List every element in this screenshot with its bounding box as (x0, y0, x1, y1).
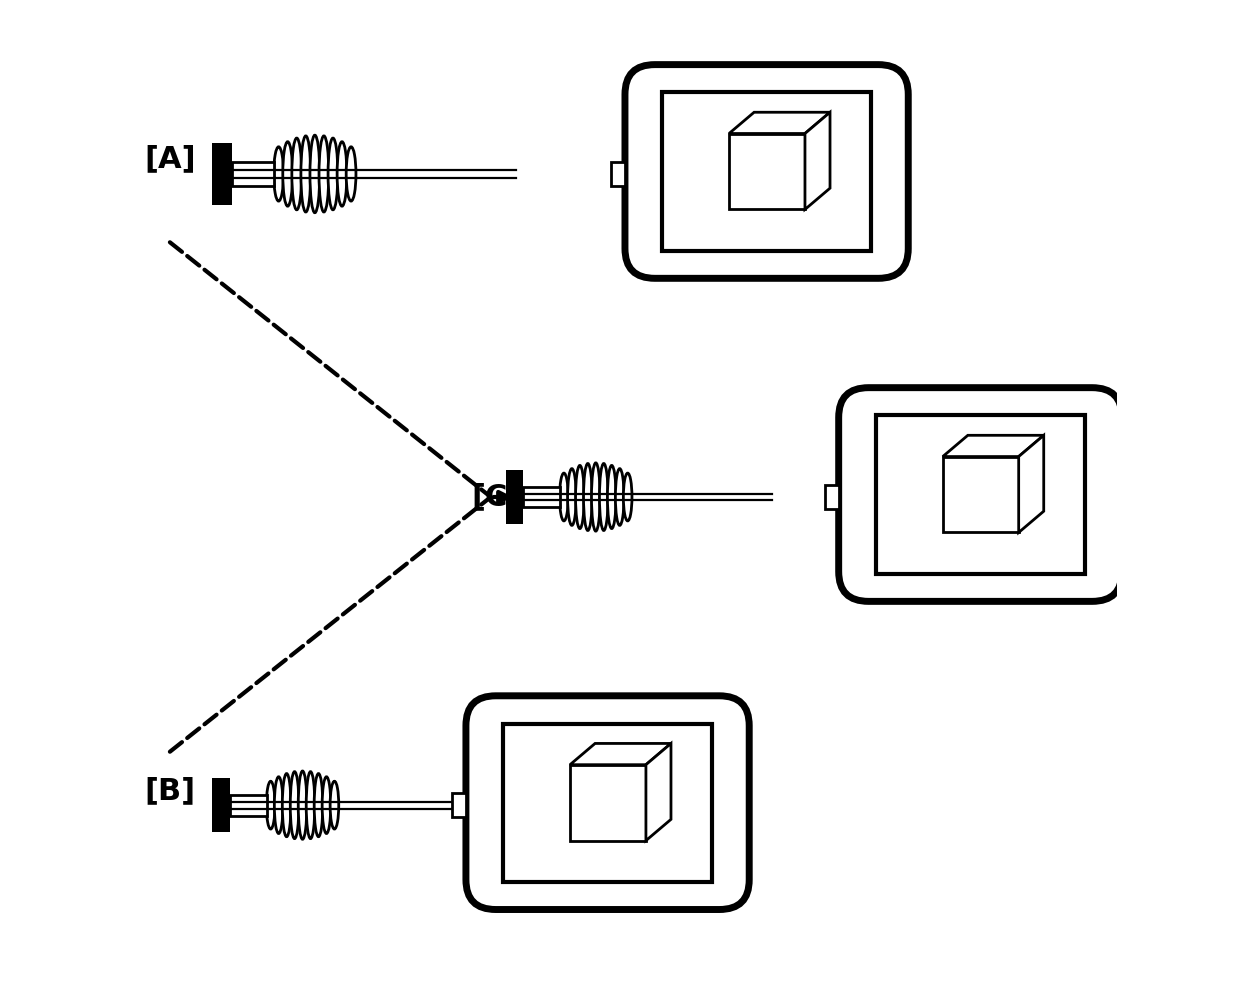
Text: [B]: [B] (145, 775, 196, 805)
Ellipse shape (310, 135, 320, 213)
Ellipse shape (274, 776, 283, 834)
Ellipse shape (575, 465, 584, 529)
Bar (523, 493, 773, 501)
FancyBboxPatch shape (466, 696, 749, 910)
Ellipse shape (591, 463, 600, 531)
Bar (570, 764, 646, 841)
Bar (662, 92, 872, 250)
Ellipse shape (615, 468, 624, 526)
Text: [C]: [C] (471, 482, 521, 512)
Ellipse shape (306, 771, 315, 839)
Ellipse shape (290, 771, 299, 839)
Polygon shape (570, 744, 671, 764)
Bar (229, 801, 479, 809)
FancyBboxPatch shape (625, 65, 908, 278)
Ellipse shape (267, 781, 275, 829)
Ellipse shape (274, 147, 284, 201)
Polygon shape (805, 112, 830, 210)
Bar (611, 162, 625, 186)
Bar (502, 724, 713, 882)
Ellipse shape (599, 463, 608, 531)
Ellipse shape (329, 138, 337, 210)
Bar (212, 143, 232, 205)
Polygon shape (1019, 435, 1044, 533)
Bar (506, 470, 523, 524)
Ellipse shape (283, 773, 291, 837)
Bar (453, 793, 466, 817)
Polygon shape (646, 744, 671, 841)
Ellipse shape (337, 142, 347, 206)
Ellipse shape (314, 773, 322, 837)
Bar (875, 415, 1085, 574)
Ellipse shape (568, 468, 577, 526)
Bar (523, 493, 773, 501)
Ellipse shape (319, 136, 329, 212)
Bar (229, 801, 479, 809)
Ellipse shape (299, 771, 306, 839)
Bar (523, 486, 560, 508)
Ellipse shape (301, 136, 311, 212)
Bar (232, 162, 274, 186)
Polygon shape (942, 435, 1044, 456)
Polygon shape (729, 112, 830, 133)
Ellipse shape (322, 776, 331, 834)
Bar (942, 456, 1019, 533)
Ellipse shape (291, 138, 301, 210)
Ellipse shape (584, 463, 593, 531)
Bar (729, 133, 805, 210)
Ellipse shape (608, 465, 616, 529)
Bar (229, 794, 267, 816)
Text: [A]: [A] (145, 144, 196, 174)
Bar (825, 485, 838, 509)
FancyBboxPatch shape (838, 388, 1122, 601)
Ellipse shape (346, 147, 356, 201)
Ellipse shape (283, 142, 293, 206)
Ellipse shape (624, 473, 632, 521)
Bar (212, 778, 229, 832)
Ellipse shape (559, 473, 568, 521)
Bar (232, 170, 516, 178)
Bar (232, 170, 516, 178)
Ellipse shape (330, 781, 339, 829)
